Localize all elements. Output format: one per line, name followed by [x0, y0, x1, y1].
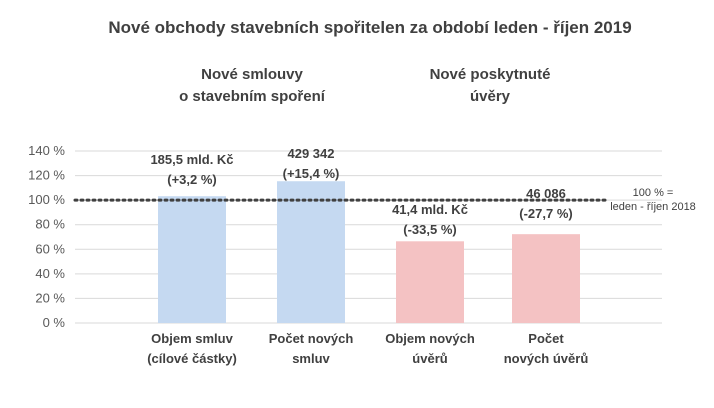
y-tick-label-line-1: 100 %	[28, 192, 65, 207]
group-label-1-line-1: Nové smlouvy	[201, 66, 303, 83]
y-tick-label-line-1: 60 %	[35, 241, 65, 256]
group-label-2: Nové poskytnuté úvěry	[430, 66, 551, 105]
category-label-2-line-1: Počet nových	[269, 331, 354, 346]
category-label-1: Objem smluv (cílové částky)	[147, 331, 237, 366]
bar-1	[158, 196, 226, 323]
category-label-4: Počet nových úvěrů	[504, 331, 589, 366]
y-tick-label: 40 %	[35, 266, 65, 281]
y-tick-label-line-1: 0 %	[43, 315, 66, 330]
data-label-1-line-2: (+3,2 %)	[167, 172, 217, 187]
category-label-3-line-2: úvěrů	[412, 351, 447, 366]
data-label-4: 46 086 (-27,7 %)	[519, 186, 572, 221]
group-label-1: Nové smlouvy o stavebním spoření	[179, 66, 326, 105]
data-label-3-line-1: 41,4 mld. Kč	[392, 202, 468, 217]
reference-line-label-line-2: leden - říjen 2018	[610, 201, 696, 213]
category-label-4-line-2: nových úvěrů	[504, 351, 589, 366]
chart-title: Nové obchody stavebních spořitelen za ob…	[108, 18, 631, 37]
category-label-3: Objem nových úvěrů	[385, 331, 475, 366]
bar-4	[512, 234, 580, 323]
y-tick-label: 80 %	[35, 217, 65, 232]
y-tick-label: 100 %	[28, 192, 65, 207]
data-label-1: 185,5 mld. Kč (+3,2 %)	[150, 152, 233, 187]
y-tick-label: 0 %	[43, 315, 66, 330]
category-label-1-line-1: Objem smluv	[151, 331, 233, 346]
y-tick-label-line-1: 40 %	[35, 266, 65, 281]
y-tick-label: 60 %	[35, 241, 65, 256]
y-tick-label: 20 %	[35, 290, 65, 305]
category-label-2-line-2: smluv	[292, 351, 330, 366]
data-label-3-line-2: (-33,5 %)	[403, 222, 456, 237]
data-label-2-line-1: 429 342	[288, 146, 335, 161]
data-label-3: 41,4 mld. Kč (-33,5 %)	[392, 202, 468, 237]
data-label-2: 429 342 (+15,4 %)	[283, 146, 340, 181]
group-label-1-line-2: o stavebním spoření	[179, 88, 326, 105]
bar-2	[277, 181, 345, 323]
category-label-4-line-1: Počet	[528, 331, 564, 346]
category-label-3-line-1: Objem nových	[385, 331, 475, 346]
reference-line-label-line-1: 100 % =	[633, 187, 674, 199]
category-label-2: Počet nových smluv	[269, 331, 354, 366]
y-tick-label-line-1: 20 %	[35, 290, 65, 305]
category-label-1-line-2: (cílové částky)	[147, 351, 237, 366]
y-tick-label-line-1: 80 %	[35, 217, 65, 232]
data-label-4-line-2: (-27,7 %)	[519, 206, 572, 221]
group-label-2-line-1: Nové poskytnuté	[430, 66, 551, 83]
reference-line-label: 100 % = leden - říjen 2018	[610, 187, 696, 213]
y-tick-label-line-1: 120 %	[28, 168, 65, 183]
y-tick-label: 140 %	[28, 143, 65, 158]
group-label-2-line-2: úvěry	[470, 88, 511, 105]
data-label-2-line-2: (+15,4 %)	[283, 166, 340, 181]
y-tick-label-line-1: 140 %	[28, 143, 65, 158]
bar-3	[396, 241, 464, 323]
data-label-4-line-1: 46 086	[526, 186, 566, 201]
y-tick-label: 120 %	[28, 168, 65, 183]
plot-area: Nové smlouvy o stavebním spoření Nové posk…	[28, 66, 696, 366]
data-label-1-line-1: 185,5 mld. Kč	[150, 152, 233, 167]
